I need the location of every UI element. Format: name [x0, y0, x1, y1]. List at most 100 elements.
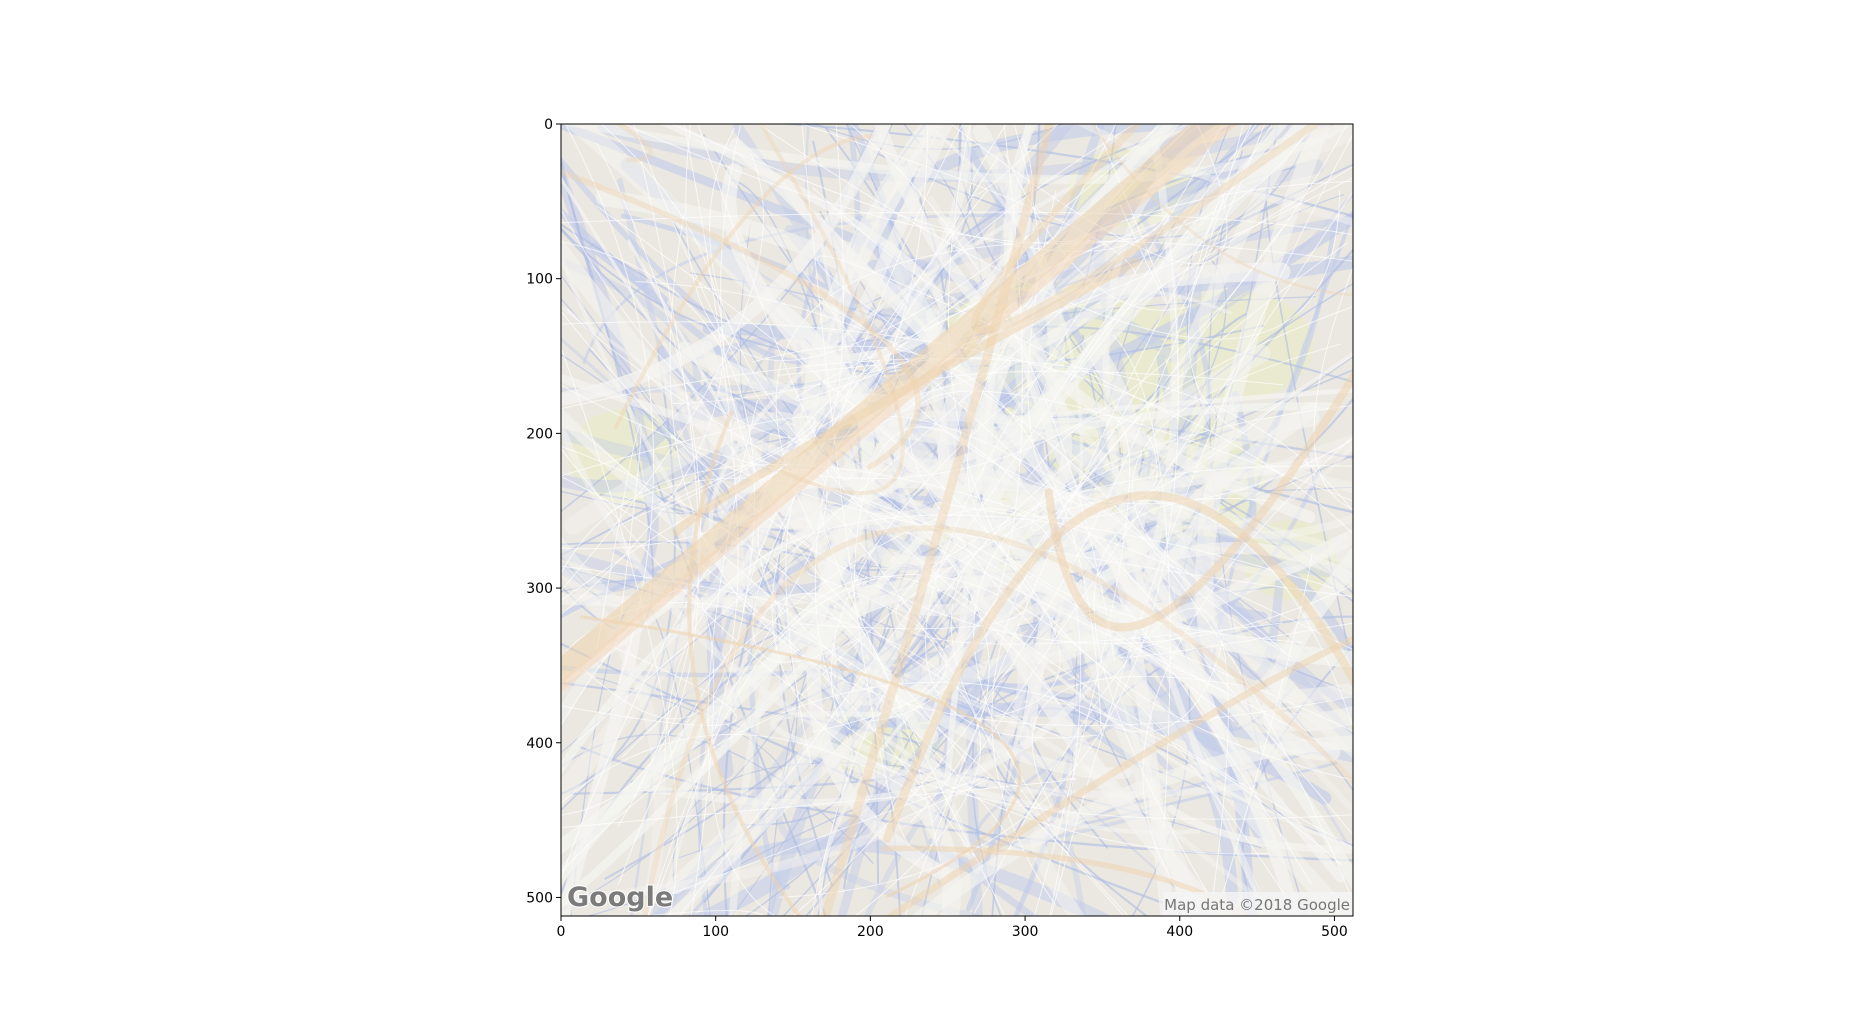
road-white-thin: [799, 124, 1137, 276]
road-white-thin: [895, 452, 1284, 645]
road-white-thin: [606, 477, 1235, 722]
road-orange: [613, 134, 873, 430]
x-tick-label: 400: [1166, 924, 1193, 940]
road-white-thin: [747, 454, 1028, 630]
road-white-thin: [757, 124, 1341, 340]
road-white-thin: [659, 776, 990, 899]
road-white: [721, 163, 988, 532]
road-white-thin: [777, 357, 1011, 409]
y-tick-label: 300: [526, 581, 553, 597]
attribution-background: [1163, 892, 1353, 916]
road-white-thin: [561, 180, 1353, 881]
map-haze: [561, 124, 1353, 916]
highway: [561, 124, 1238, 693]
road-orange: [1044, 369, 1353, 632]
road-white-thin: [1059, 636, 1225, 733]
road-white-thin: [1095, 124, 1168, 305]
road-blue-thin: [744, 124, 960, 916]
road-white: [818, 351, 1353, 916]
road-blue-thin: [958, 124, 1353, 603]
axes-frame: [560, 123, 1354, 917]
road-white-thin: [1117, 622, 1353, 658]
road-white: [561, 560, 666, 916]
road-white: [1019, 504, 1174, 916]
road-blue-thin: [561, 347, 676, 795]
road-white-thin: [936, 433, 1158, 519]
road-white: [1076, 124, 1353, 226]
road-orange: [687, 410, 802, 916]
road-blue-thin: [1241, 644, 1353, 916]
y-tick-label: 0: [544, 117, 553, 133]
y-tick-label: 500: [526, 890, 553, 906]
road-white: [665, 541, 1353, 916]
road-white-thin: [849, 124, 1115, 663]
road-white-thin: [670, 124, 1172, 252]
road-white-thin: [561, 124, 1348, 480]
road-white-thin: [752, 156, 999, 663]
road-white-thin: [664, 514, 1334, 763]
road-white-thin: [950, 465, 1353, 916]
road-white-thin: [697, 124, 854, 481]
road-white: [950, 296, 1353, 530]
x-tick-label: 100: [702, 924, 729, 940]
road-white-thin: [635, 281, 1353, 904]
road-white-thin: [771, 515, 1353, 820]
road-white-thin: [653, 910, 765, 916]
road-white-thin: [561, 153, 764, 592]
road-white-thin: [669, 213, 1353, 727]
road-white: [637, 139, 1180, 807]
white-roads: [561, 124, 1353, 916]
road-white-thin: [678, 124, 1224, 916]
x-tick-label: 0: [557, 924, 566, 940]
road-white: [561, 124, 1289, 909]
road-orange: [580, 615, 1022, 898]
road-white: [1195, 124, 1353, 732]
road-white-thin: [801, 124, 924, 852]
road-white-thin: [617, 593, 941, 885]
x-tick-label: 200: [857, 924, 884, 940]
road-white-thin: [561, 346, 678, 916]
road-white-thin: [561, 416, 816, 527]
y-tick-label: 100: [526, 272, 553, 288]
road-white-thin: [666, 432, 1353, 597]
road-blue: [561, 257, 701, 412]
road-white-thin: [561, 160, 700, 816]
x-tick-label: 300: [1012, 924, 1039, 940]
road-white: [561, 407, 1132, 780]
road-white-thin: [973, 607, 1229, 916]
road-white-thin: [647, 575, 1060, 916]
road-white-thin: [561, 321, 1353, 535]
x-tick-label: 500: [1321, 924, 1348, 940]
road-white-thin: [582, 124, 739, 720]
road-white: [1030, 826, 1086, 916]
google-logo: Google: [567, 882, 673, 913]
road-white-thin: [812, 124, 1040, 315]
road-white: [1166, 804, 1353, 854]
y-axis: 0 100 200 300 400 500: [526, 117, 561, 906]
road-white-thin: [742, 190, 988, 612]
road-blue-thin: [561, 733, 874, 864]
road-blue-thin: [709, 388, 902, 916]
map-image: Google Map data ©2018 Google: [561, 124, 1353, 916]
road-white-thin: [872, 486, 990, 823]
road-white-thin: [561, 447, 1270, 855]
road-white-thin: [811, 306, 1353, 916]
road-white-thin: [766, 574, 1299, 916]
road-orange: [971, 124, 1322, 335]
road-orange: [561, 168, 921, 470]
road-blue: [561, 124, 1074, 493]
road-white-thin: [1142, 436, 1353, 916]
orange-roads: [561, 124, 1353, 916]
road-orange: [614, 124, 653, 163]
road-white-thin: [838, 370, 1284, 426]
road-white-thin: [1131, 343, 1342, 659]
road-white-thin: [596, 205, 1061, 717]
y-tick-label: 400: [526, 736, 553, 752]
road-white-thin: [991, 242, 1348, 906]
road-white-thin: [801, 499, 1353, 729]
road-white-thin: [816, 255, 1180, 420]
road-white-thin: [775, 240, 1353, 534]
road-white-thin: [925, 270, 1111, 739]
road-orange: [672, 257, 1141, 536]
